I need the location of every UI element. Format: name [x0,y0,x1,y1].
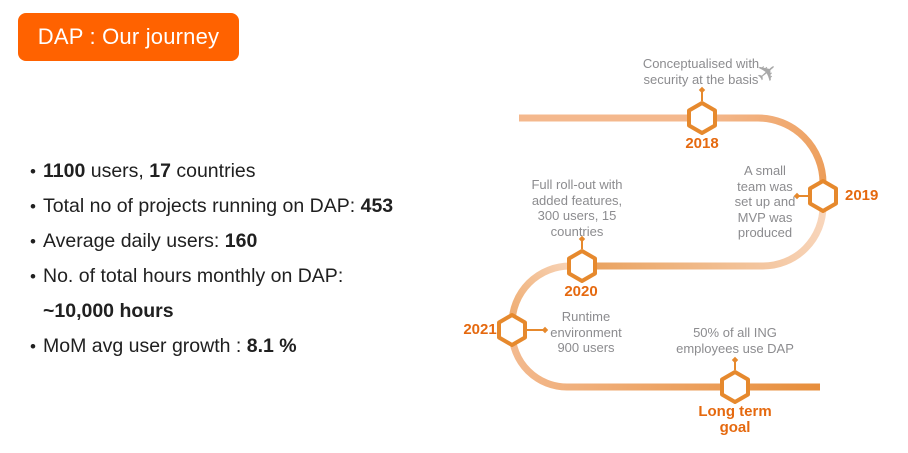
bullet-text-segment: ~10,000 hours [43,300,174,322]
bullet-text-segment: users, [85,160,150,182]
year-label-2020: 2020 [564,283,598,300]
note-2018: Conceptualised with security at the basi… [642,56,760,87]
stem-dot-2021 [541,326,549,334]
stem-dot-2019 [793,192,801,200]
note-2020: Full roll-out with added features, 300 u… [531,177,623,239]
year-label-2021: 2021 [463,321,497,338]
milestone-hexagon-2021 [497,313,527,347]
bullet-item-monthly-hours-value: ~10,000 hours [30,294,460,329]
milestone-hexagon-goal [720,370,750,404]
bullet-text-segment: 1100 [43,160,86,182]
year-label-goal: Long term goal [698,403,772,436]
timeline-path-segment-2019-2020 [582,196,827,270]
bullet-text-segment: 453 [360,195,394,217]
bullet-text: MoM avg user growth : 8.1 % [43,335,297,358]
title-badge: DAP : Our journey [18,13,239,61]
bullet-text-segment: Total no of projects running on DAP: [43,195,361,217]
bullet-text-segment: MoM avg user growth : [43,335,247,357]
bullet-text-segment: 8.1 % [246,335,297,357]
bullet-text: 1100 users, 17 countries [43,160,256,183]
bullet-text-segment: No. of total hours monthly on DAP: [43,265,344,287]
bullet-text: ~10,000 hours [43,300,174,323]
bullet-text: Average daily users: 160 [43,230,257,253]
bullet-item-mom-growth: MoM avg user growth : 8.1 % [30,329,460,364]
milestone-hexagon-2020 [567,249,597,283]
bullet-item-projects: Total no of projects running on DAP: 453 [30,189,460,224]
stem-dot-2018 [698,86,706,94]
stats-bullet-list: 1100 users, 17 countries Total no of pro… [30,154,460,364]
stem-dot-2020 [578,235,586,243]
note-2019: A small team was set up and MVP was prod… [734,163,796,240]
page-title: DAP : Our journey [37,24,220,49]
bullet-item-monthly-hours: No. of total hours monthly on DAP: [30,259,460,294]
bullet-text-segment: Average daily users: [43,230,225,252]
bullet-text-segment: countries [170,160,256,182]
note-2021: Runtime environment 900 users [550,309,622,355]
bullet-text-segment: 160 [224,230,258,252]
bullet-item-daily-users: Average daily users: 160 [30,224,460,259]
bullet-item-users-countries: 1100 users, 17 countries [30,154,460,189]
year-label-2019: 2019 [845,187,879,204]
milestone-hexagon-2019 [808,179,838,213]
stem-dot-goal [731,356,739,364]
year-label-2018: 2018 [685,135,719,152]
milestone-hexagon-2018 [687,101,717,135]
bullet-text: Total no of projects running on DAP: 453 [43,195,393,218]
timeline-path-segment-2018-2019 [702,114,827,196]
note-goal: 50% of all ING employees use DAP [676,325,794,356]
bullet-text: No. of total hours monthly on DAP: [43,265,343,288]
bullet-text-segment: 17 [149,160,171,182]
